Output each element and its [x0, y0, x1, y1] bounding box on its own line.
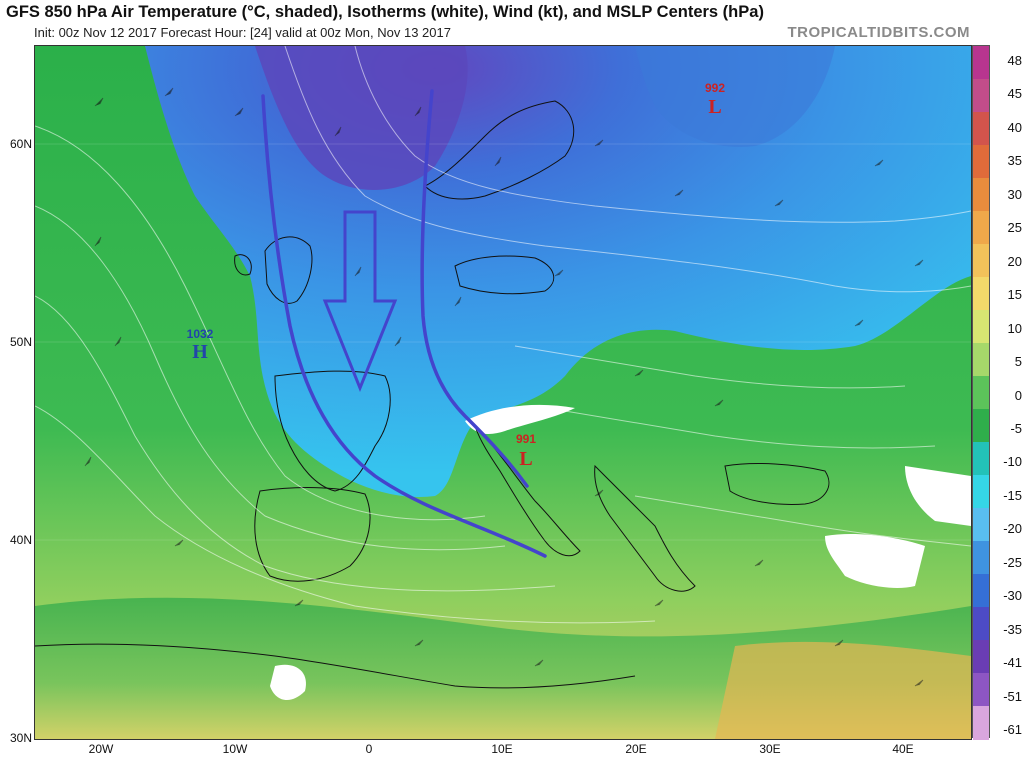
high-pressure-value: 1032: [187, 327, 214, 341]
lat-label-50n: 50N: [9, 335, 32, 349]
cold-air-flow-arrow: [261, 89, 547, 558]
lat-label-40n: 40N: [9, 533, 32, 547]
brand-watermark: TROPICALTIDBITS.COM: [787, 24, 970, 41]
colorbar-label: 5: [1014, 354, 1022, 370]
colorbar-segment: [973, 211, 989, 245]
cold-northeast: [635, 46, 835, 147]
coastlines: [35, 100, 830, 689]
temperature-colorbar: [972, 45, 990, 740]
colorbar-label: -25: [1003, 554, 1022, 570]
colorbar-label: 48: [1007, 53, 1022, 68]
colorbar-label: -51: [1003, 688, 1022, 704]
colorbar-segment: [973, 46, 989, 80]
colorbar-segment: [973, 475, 989, 509]
colorbar-label: 25: [1007, 220, 1022, 236]
southeast-warm: [715, 641, 971, 739]
colorbar-segment: [973, 244, 989, 278]
lon-label-10e: 10E: [491, 742, 513, 756]
caucasus-mask: [905, 466, 971, 526]
lon-label-0: 0: [365, 742, 373, 756]
colorbar-segment: [973, 343, 989, 377]
colorbar-label: -35: [1003, 621, 1022, 637]
atlas-mask: [270, 664, 306, 701]
lon-label-20w: 20W: [88, 742, 114, 756]
colorbar-segment: [973, 574, 989, 608]
map-subtitle: Init: 00z Nov 12 2017 Forecast Hour: [24…: [34, 25, 451, 40]
colorbar-segment: [973, 112, 989, 146]
map-canvas: 1032 H 992 L 991 L: [35, 46, 971, 739]
low-pressure-value-north: 992: [705, 81, 725, 95]
colorbar-segment: [973, 310, 989, 344]
colorbar-segment: [973, 178, 989, 212]
colorbar-segment: [973, 640, 989, 674]
colorbar-label: -61: [1003, 722, 1022, 737]
weather-map: 1032 H 992 L 991 L: [34, 45, 972, 740]
colorbar-label: -20: [1003, 521, 1022, 537]
anatolia-mask: [825, 534, 925, 588]
colorbar-label: -10: [1003, 454, 1022, 470]
lon-label-10w: 10W: [222, 742, 248, 756]
colorbar-segment: [973, 277, 989, 311]
colorbar-segment: [973, 607, 989, 641]
colorbar-label: -30: [1003, 588, 1022, 604]
colorbar-segment: [973, 541, 989, 575]
lon-label-30e: 30E: [759, 742, 781, 756]
isotherms: [35, 46, 971, 624]
colorbar-segment: [973, 508, 989, 542]
high-pressure-letter: H: [192, 341, 208, 363]
low-pressure-letter-italy: L: [519, 448, 532, 470]
lat-label-30n: 30N: [9, 731, 32, 745]
lat-label-60n: 60N: [9, 137, 32, 151]
colorbar-label: -41: [1003, 655, 1022, 671]
high-pressure-center: 1032 H: [187, 327, 214, 363]
colorbar-segment: [973, 79, 989, 113]
header: GFS 850 hPa Air Temperature (°C, shaded)…: [0, 0, 1024, 44]
lon-label-20e: 20E: [625, 742, 647, 756]
colorbar-segment: [973, 376, 989, 410]
colorbar-label: 20: [1007, 253, 1022, 269]
lat-grid: [35, 143, 971, 541]
colorbar-label: 0: [1014, 387, 1022, 403]
colorbar-segment: [973, 673, 989, 707]
colorbar-label: 40: [1007, 119, 1022, 135]
colorbar-label: -15: [1003, 487, 1022, 503]
colorbar-label: 35: [1007, 153, 1022, 169]
cold-core: [255, 46, 468, 190]
lon-label-40e: 40E: [892, 742, 914, 756]
colorbar-label: 30: [1007, 186, 1022, 202]
colorbar-label: 45: [1007, 86, 1022, 102]
low-pressure-value-italy: 991: [516, 432, 536, 446]
southward-arrow: [322, 210, 398, 393]
colorbar-label: 15: [1007, 287, 1022, 303]
low-pressure-letter-north: L: [708, 96, 721, 118]
alps-mask: [465, 404, 575, 434]
colorbar-segment: [973, 706, 989, 740]
colorbar-segment: [973, 145, 989, 179]
low-pressure-center-north: 992 L: [705, 81, 725, 118]
colorbar-segment: [973, 409, 989, 443]
colorbar-label: -5: [1010, 420, 1022, 436]
colorbar-segment: [973, 442, 989, 476]
wind-barbs: [84, 87, 924, 687]
colorbar-label: 10: [1007, 320, 1022, 336]
map-title: GFS 850 hPa Air Temperature (°C, shaded)…: [6, 3, 764, 21]
low-pressure-center-italy: 991 L: [516, 432, 536, 470]
